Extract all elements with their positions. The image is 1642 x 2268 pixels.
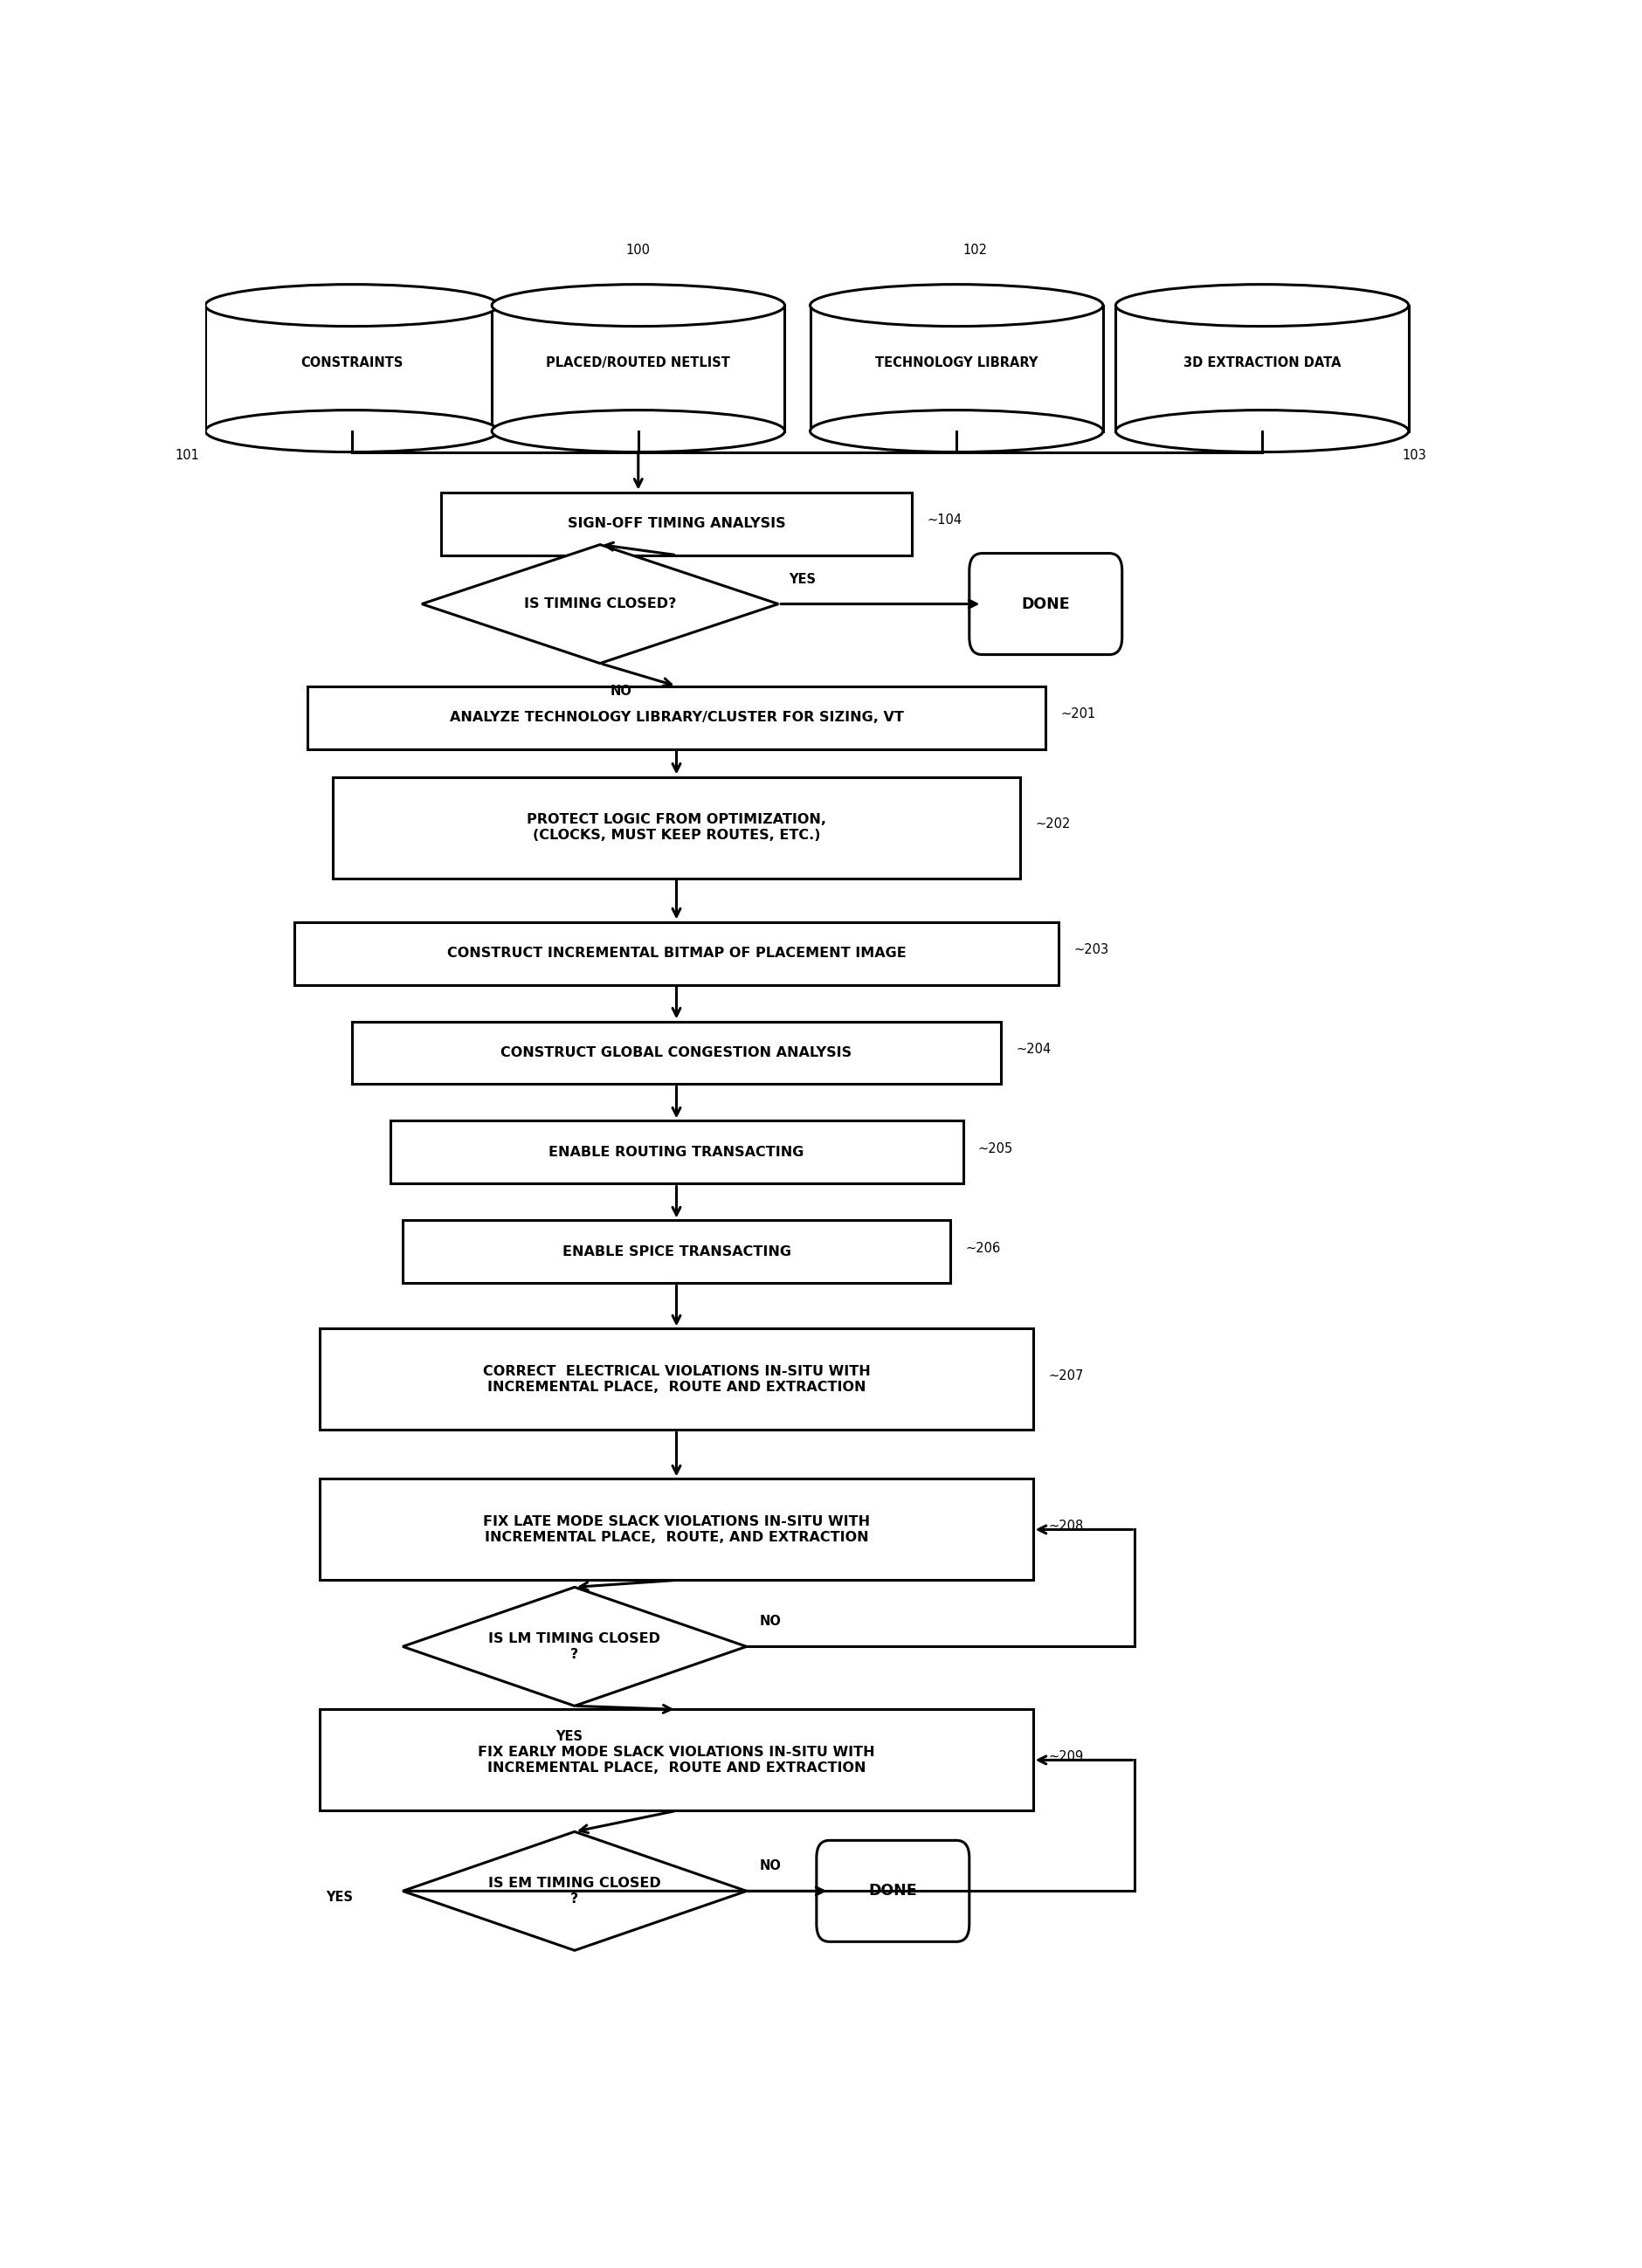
Text: 3D EXTRACTION DATA: 3D EXTRACTION DATA [1182,356,1340,370]
Ellipse shape [810,411,1102,451]
Text: 100: 100 [626,243,650,256]
Text: ~209: ~209 [1048,1751,1082,1762]
Text: ~208: ~208 [1048,1520,1082,1533]
Ellipse shape [1115,411,1407,451]
Text: ~205: ~205 [977,1143,1013,1154]
Text: CONSTRUCT INCREMENTAL BITMAP OF PLACEMENT IMAGE: CONSTRUCT INCREMENTAL BITMAP OF PLACEMEN… [447,946,906,959]
Bar [320,1329,1033,1431]
Bar [440,492,911,556]
Bar [402,1220,949,1284]
Bar [332,778,1020,878]
Text: ~104: ~104 [926,513,962,526]
Bar [294,921,1057,984]
Text: ENABLE ROUTING TRANSACTING: ENABLE ROUTING TRANSACTING [548,1145,803,1159]
Text: YES: YES [788,572,814,585]
Text: FIX LATE MODE SLACK VIOLATIONS IN-SITU WITH
INCREMENTAL PLACE,  ROUTE, AND EXTRA: FIX LATE MODE SLACK VIOLATIONS IN-SITU W… [483,1515,870,1545]
Text: ~201: ~201 [1061,708,1095,721]
Text: 103: 103 [1402,449,1425,463]
Text: NO: NO [609,685,632,696]
Text: NO: NO [759,1615,780,1628]
Bar [307,685,1044,748]
Text: ENABLE SPICE TRANSACTING: ENABLE SPICE TRANSACTING [562,1245,790,1259]
Text: ~207: ~207 [1048,1370,1084,1383]
Text: PLACED/ROUTED NETLIST: PLACED/ROUTED NETLIST [545,356,731,370]
Bar [1115,306,1407,431]
Text: ~203: ~203 [1074,943,1108,957]
Text: NO: NO [759,1860,780,1873]
Bar [320,1479,1033,1581]
Bar [389,1120,962,1184]
Text: 102: 102 [962,243,987,256]
Text: 101: 101 [174,449,199,463]
Text: IS TIMING CLOSED?: IS TIMING CLOSED? [524,596,677,610]
Ellipse shape [810,284,1102,327]
Text: PROTECT LOGIC FROM OPTIMIZATION,
(CLOCKS, MUST KEEP ROUTES, ETC.): PROTECT LOGIC FROM OPTIMIZATION, (CLOCKS… [527,814,826,841]
Text: YES: YES [555,1730,583,1744]
Bar [810,306,1102,431]
Text: ANALYZE TECHNOLOGY LIBRARY/CLUSTER FOR SIZING, VT: ANALYZE TECHNOLOGY LIBRARY/CLUSTER FOR S… [450,710,903,723]
Text: ~204: ~204 [1016,1043,1051,1057]
Text: IS EM TIMING CLOSED
?: IS EM TIMING CLOSED ? [488,1878,660,1905]
Text: DONE: DONE [869,1882,916,1898]
Text: CONSTRAINTS: CONSTRAINTS [300,356,402,370]
Text: SIGN-OFF TIMING ANALYSIS: SIGN-OFF TIMING ANALYSIS [566,517,785,531]
Text: CORRECT  ELECTRICAL VIOLATIONS IN-SITU WITH
INCREMENTAL PLACE,  ROUTE AND EXTRAC: CORRECT ELECTRICAL VIOLATIONS IN-SITU WI… [483,1365,870,1393]
Text: TECHNOLOGY LIBRARY: TECHNOLOGY LIBRARY [875,356,1038,370]
Text: ~202: ~202 [1034,816,1071,830]
Polygon shape [422,544,778,662]
FancyBboxPatch shape [969,553,1121,655]
Ellipse shape [1115,284,1407,327]
Bar [351,1021,1000,1084]
Ellipse shape [491,284,785,327]
Text: ~206: ~206 [965,1243,1000,1254]
Ellipse shape [491,411,785,451]
Ellipse shape [205,284,498,327]
Polygon shape [402,1588,745,1706]
Bar [491,306,785,431]
Ellipse shape [205,411,498,451]
Text: CONSTRUCT GLOBAL CONGESTION ANALYSIS: CONSTRUCT GLOBAL CONGESTION ANALYSIS [501,1046,852,1059]
Text: DONE: DONE [1021,596,1069,612]
Bar [320,1710,1033,1810]
Text: YES: YES [327,1892,353,1905]
Polygon shape [402,1833,745,1950]
Text: FIX EARLY MODE SLACK VIOLATIONS IN-SITU WITH
INCREMENTAL PLACE,  ROUTE AND EXTRA: FIX EARLY MODE SLACK VIOLATIONS IN-SITU … [478,1746,875,1774]
FancyBboxPatch shape [816,1839,969,1941]
Text: IS LM TIMING CLOSED
?: IS LM TIMING CLOSED ? [488,1633,660,1660]
Bar [205,306,498,431]
